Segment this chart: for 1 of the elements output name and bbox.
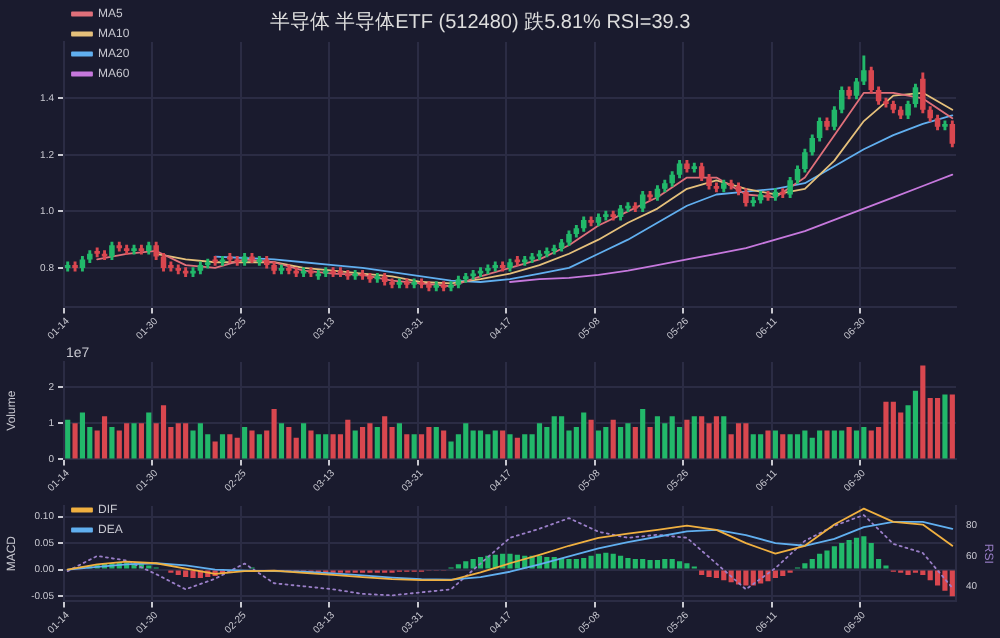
chart-title: 半导体 半导体ETF (512480) 跌5.81% RSI=39.3 <box>269 9 692 34</box>
